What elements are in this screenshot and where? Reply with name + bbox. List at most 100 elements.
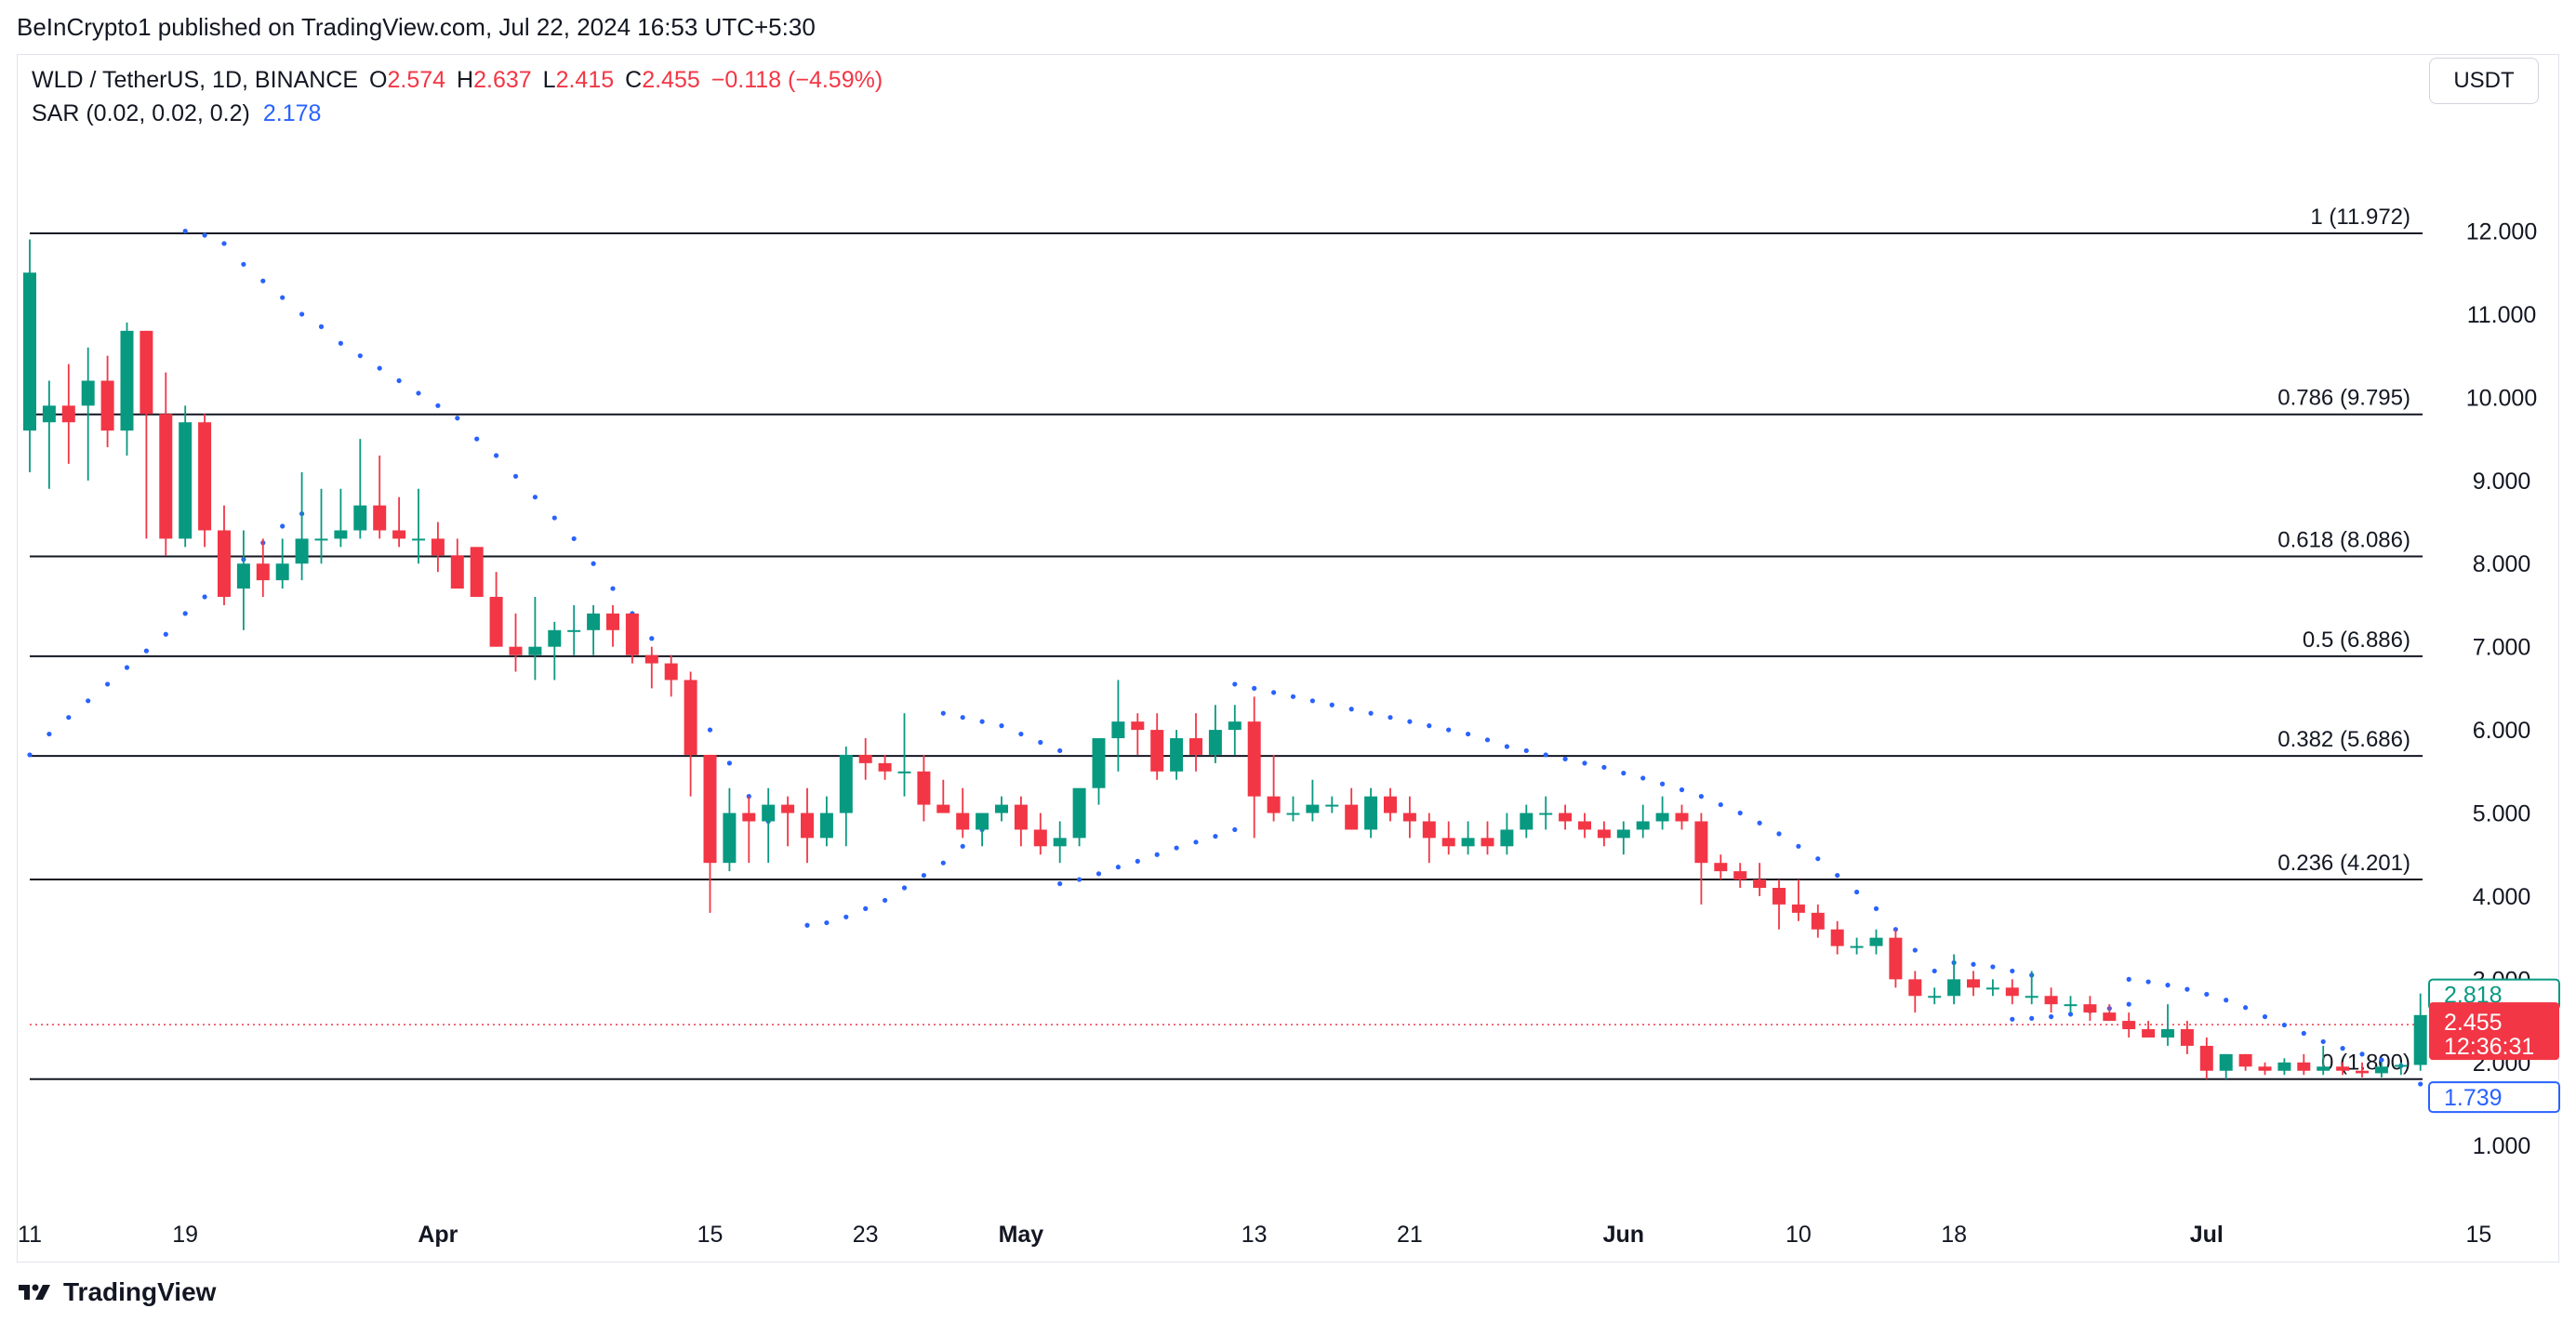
candle (1189, 713, 1202, 772)
sar-dot (1990, 964, 1996, 970)
candle (1636, 804, 1650, 839)
candle (489, 572, 503, 647)
sar-dot (163, 631, 168, 637)
candle (198, 414, 212, 548)
y-tick-label: 8.000 (2473, 551, 2531, 577)
legend-indicator[interactable]: SAR (0.02, 0.02, 0.2) (32, 100, 250, 126)
candle (61, 364, 75, 464)
candle (664, 654, 678, 697)
sar-dot (1232, 681, 1238, 687)
candle-body (1189, 738, 1202, 755)
candle (995, 796, 1008, 822)
sar-dot (182, 611, 188, 616)
candle-body (2374, 1066, 2388, 1074)
candle (1053, 821, 1067, 864)
legend-indicator-row: SAR (0.02, 0.02, 0.2) 2.178 (32, 97, 883, 130)
candle-body (1131, 721, 1145, 731)
candle-body (2297, 1062, 2311, 1071)
sar-dot (1523, 747, 1529, 754)
candle-body (1441, 838, 1455, 847)
sar-dot (1407, 719, 1413, 724)
candle-body (723, 813, 737, 864)
candle-body (1967, 979, 1980, 988)
x-tick-label: May (999, 1222, 1044, 1248)
candle-body (644, 654, 658, 664)
legend: WLD / TetherUS, 1D, BINANCE O 2.574 H 2.63… (32, 63, 883, 130)
sar-dot (1290, 694, 1296, 699)
sar-dot (1640, 775, 1646, 781)
candle-body (2277, 1062, 2291, 1071)
candle-body (936, 804, 950, 813)
candle-body (878, 762, 892, 772)
sar-dot (1213, 833, 1218, 839)
candle (23, 239, 36, 472)
candle (275, 538, 289, 589)
legend-high-label: H (457, 67, 474, 93)
candle (218, 505, 231, 605)
candle-body (218, 530, 231, 598)
candle (1345, 787, 1359, 830)
candle-body (159, 414, 173, 539)
candle (1111, 680, 1125, 772)
x-tick-label: 19 (172, 1222, 198, 1248)
candle (1773, 879, 1786, 930)
candle (567, 604, 581, 655)
candle-body (2005, 987, 2019, 997)
candle-body (995, 804, 1008, 813)
sar-dot (1854, 889, 1860, 895)
candle-body (1072, 787, 1086, 839)
publisher-line: BeInCrypto1 published on TradingView.com… (17, 13, 816, 41)
sar-dot (824, 919, 830, 926)
sar-dot (338, 340, 343, 346)
y-tick-label: 4.000 (2473, 884, 2531, 910)
candle (2180, 1021, 2194, 1054)
sar-dot (1271, 690, 1277, 695)
brand-name: TradingView (63, 1277, 217, 1306)
y-tick-label: 6.000 (2473, 718, 2531, 744)
candle (684, 671, 697, 797)
candle (2103, 1004, 2117, 1022)
candle-body (1714, 863, 1728, 872)
candle-body (917, 771, 931, 805)
candle (1791, 879, 1805, 921)
sar-dot (1329, 702, 1334, 707)
sar-dot (1737, 810, 1743, 816)
candle-body (1830, 929, 1844, 946)
candle (2044, 987, 2058, 1013)
candle (1830, 920, 1844, 955)
candle-body (1286, 813, 1300, 815)
candle (936, 779, 950, 813)
candle (1597, 821, 1611, 847)
sar-price-tag (2428, 1081, 2560, 1114)
candle-body (1869, 937, 1883, 946)
sar-dot (2224, 998, 2229, 1003)
candle (2413, 993, 2427, 1071)
candle (1869, 929, 1883, 955)
legend-close-label: C (625, 67, 643, 93)
legend-symbol[interactable]: WLD / TetherUS, 1D, BINANCE (32, 67, 359, 93)
tradingview-brand[interactable]: TradingView (17, 1274, 216, 1311)
sar-dot (843, 914, 849, 919)
sar-dot (2359, 1051, 2365, 1057)
candle-body (1208, 730, 1222, 755)
candle-body (1928, 996, 1942, 998)
sar-dot (318, 324, 325, 329)
sar-dot (1932, 968, 1937, 974)
candle (2258, 1062, 2272, 1076)
candle-body (489, 597, 503, 647)
candle-body (1150, 730, 1164, 772)
candle (1228, 705, 1242, 755)
candle (2238, 1053, 2252, 1071)
y-tick-label: 11.000 (2467, 302, 2537, 328)
x-tick-label: 15 (2465, 1222, 2491, 1248)
currency-button[interactable]: USDT (2429, 58, 2539, 104)
sar-dot (863, 906, 869, 911)
sar-dot (1427, 723, 1432, 729)
candle (509, 613, 523, 672)
candle-body (179, 422, 193, 539)
candle-body (1306, 804, 1320, 813)
candle (1170, 730, 1184, 780)
sar-dot (1077, 877, 1082, 882)
candle (2199, 1037, 2213, 1079)
